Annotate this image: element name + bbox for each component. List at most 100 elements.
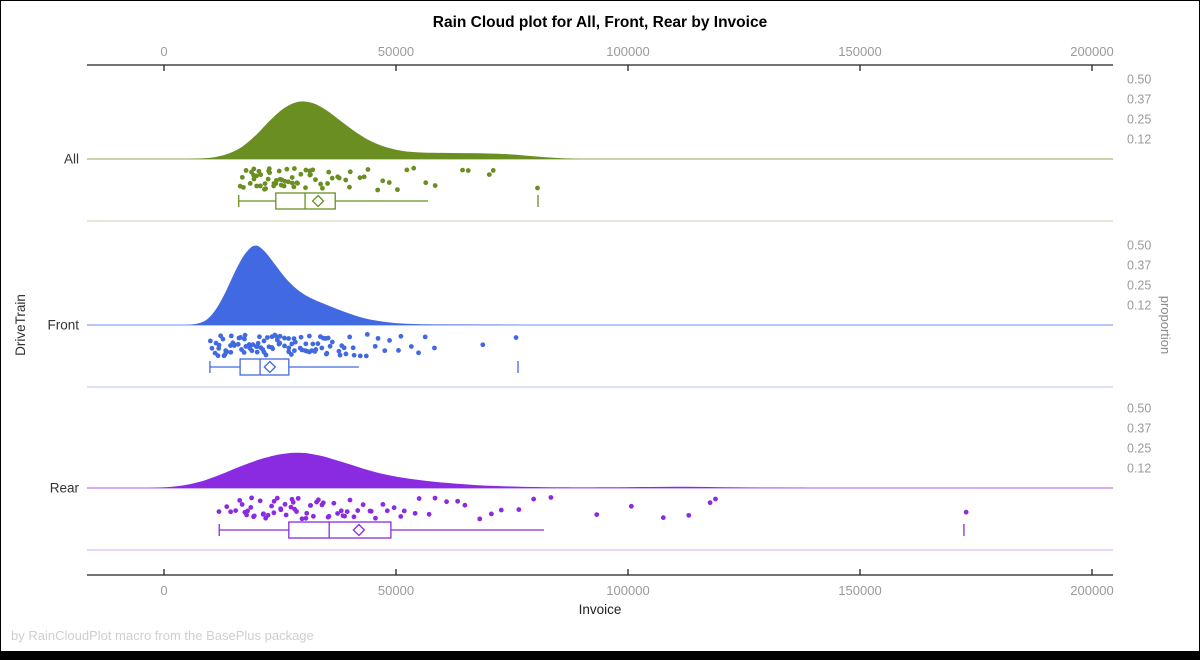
rain-point <box>303 167 309 173</box>
rain-point <box>480 342 486 348</box>
rain-point <box>412 510 418 516</box>
rain-point <box>297 345 303 351</box>
rain-point <box>240 184 246 190</box>
rain-point <box>460 167 465 173</box>
rain-point <box>325 335 331 341</box>
rain-point <box>423 180 429 186</box>
rain-point <box>432 345 437 351</box>
rain-point <box>327 343 333 349</box>
rain-point <box>243 168 249 173</box>
rain-point <box>291 348 297 353</box>
rain-point <box>355 508 361 513</box>
rain-point <box>247 181 253 186</box>
rain-point <box>513 335 519 340</box>
rain-point <box>347 334 353 340</box>
rain-point <box>535 185 540 191</box>
rain-point <box>462 502 468 508</box>
rain-point <box>351 514 357 520</box>
rain-point <box>267 170 273 176</box>
rain-point <box>244 512 250 518</box>
rain-point <box>289 175 295 180</box>
rain-point <box>963 509 969 515</box>
rain-point <box>228 509 234 515</box>
category-label-all: All <box>64 152 79 167</box>
rain-point <box>331 500 337 506</box>
rain-point <box>282 343 287 349</box>
rain-point <box>228 333 234 339</box>
rain-point <box>343 351 349 357</box>
rain-point <box>285 179 291 185</box>
rain-point <box>488 511 494 517</box>
box-iqr <box>288 521 392 539</box>
box-mean-diamond <box>263 360 277 374</box>
rain-point <box>274 495 280 501</box>
rain-point <box>262 181 268 187</box>
rain-point <box>432 183 438 188</box>
rain-point <box>237 497 243 503</box>
rain-point <box>266 166 272 172</box>
rain-point <box>209 345 215 351</box>
rain-point <box>384 508 390 514</box>
category-label-front: Front <box>47 318 79 333</box>
rain-point <box>228 349 234 355</box>
rain-point <box>314 499 319 505</box>
rain-point <box>320 500 326 506</box>
rain-point <box>396 348 401 353</box>
rain-point <box>263 186 269 192</box>
rain-point <box>628 503 634 509</box>
rain-point <box>713 496 718 502</box>
rain-point <box>375 335 381 341</box>
rain-point <box>286 345 292 351</box>
rain-point <box>288 504 294 510</box>
x-axis-tick-label-top: 100000 <box>606 44 649 59</box>
rain-point <box>292 339 298 345</box>
rain-point <box>548 495 554 500</box>
rain-point <box>686 512 692 518</box>
rain-point <box>261 511 266 517</box>
rain-point <box>291 184 297 190</box>
rain-point <box>455 498 461 504</box>
rain-point <box>283 512 289 518</box>
rain-point <box>411 165 417 171</box>
rain-point <box>382 348 388 354</box>
x-axis-tick-label-bottom: 200000 <box>1070 583 1113 598</box>
rain-point <box>395 187 400 193</box>
rain-point <box>363 353 369 359</box>
rain-point <box>257 498 263 504</box>
x-axis-tick-label-bottom: 0 <box>160 583 167 598</box>
rain-point <box>387 337 392 343</box>
y-axis-title-proportion: proportion <box>1158 295 1173 355</box>
rain-point <box>263 352 269 358</box>
rain-point <box>380 501 386 507</box>
rain-point <box>303 341 309 347</box>
rain-point <box>380 178 386 184</box>
rain-point <box>254 344 260 349</box>
rain-point <box>313 177 318 183</box>
x-axis-title-invoice: Invoice <box>578 602 622 617</box>
rain-point <box>238 335 243 340</box>
rain-point <box>282 501 288 507</box>
rain-point <box>310 167 316 173</box>
rain-point <box>257 334 262 340</box>
rain-point <box>660 515 666 521</box>
rain-point <box>343 177 349 183</box>
rain-point <box>304 510 310 516</box>
proportion-tick-label: 0.50 <box>1127 73 1151 87</box>
rain-point <box>347 169 353 175</box>
rain-point <box>707 500 713 506</box>
rain-point <box>498 507 504 513</box>
rain-point <box>242 336 247 342</box>
rain-point <box>310 341 316 347</box>
rain-point <box>276 168 282 174</box>
rain-point <box>335 511 340 516</box>
rain-point <box>249 495 255 501</box>
rain-point <box>325 514 331 520</box>
rain-point <box>347 497 353 503</box>
rain-point <box>289 341 295 347</box>
rain-point <box>269 344 275 350</box>
x-axis-tick-label-bottom: 100000 <box>606 583 649 598</box>
rain-point <box>361 174 367 180</box>
rain-point <box>216 342 222 348</box>
rain-point <box>325 181 330 186</box>
